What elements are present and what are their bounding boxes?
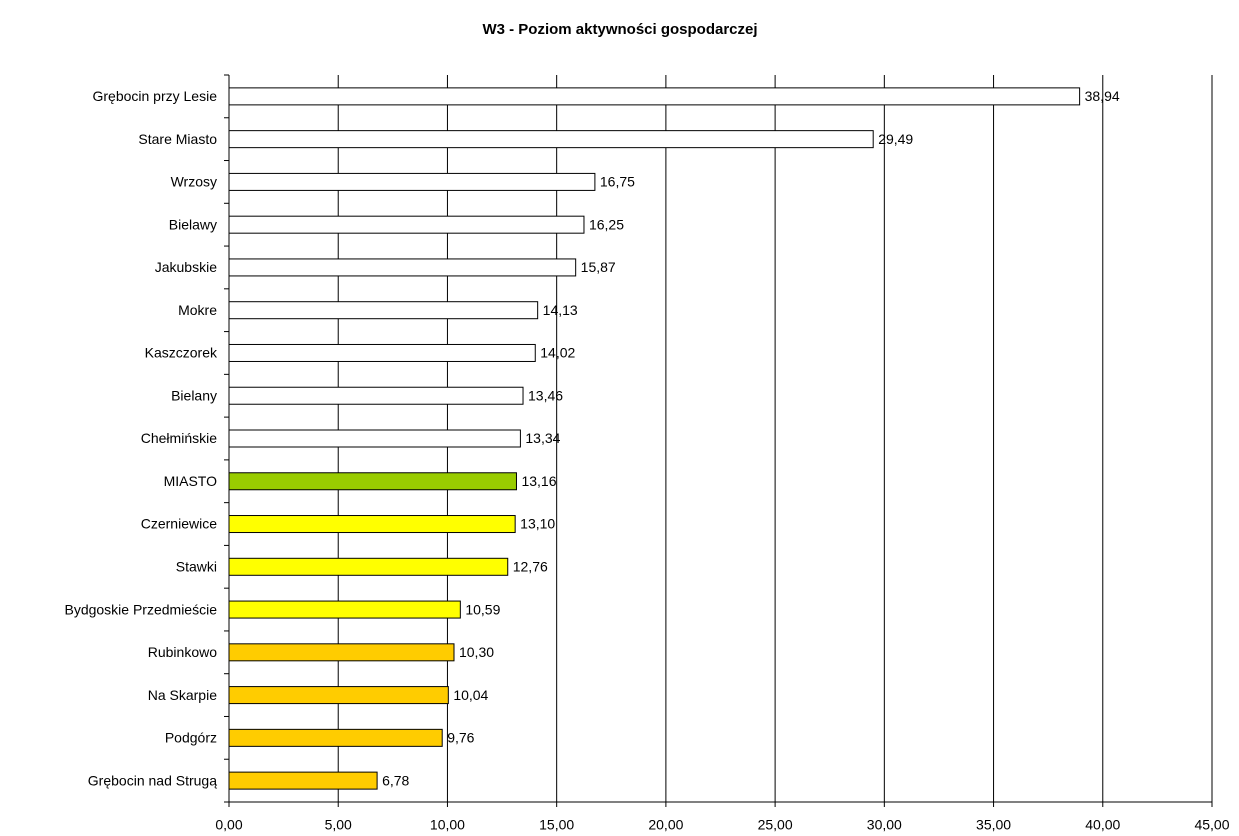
y-tick-label: Bydgoskie Przedmieście xyxy=(64,601,217,617)
data-label: 13,46 xyxy=(528,387,563,403)
bar xyxy=(228,215,585,234)
y-tick-label: Grębocin przy Lesie xyxy=(92,88,217,104)
data-label: 13,16 xyxy=(521,473,556,489)
y-tick-label: Rubinkowo xyxy=(148,644,217,660)
bar xyxy=(228,172,596,191)
data-label: 13,34 xyxy=(525,430,560,446)
data-label: 10,59 xyxy=(465,601,500,617)
bar xyxy=(228,87,1081,106)
y-tick-label: Stare Miasto xyxy=(138,131,217,147)
data-label: 12,76 xyxy=(513,558,548,574)
bar xyxy=(228,728,443,747)
data-label: 10,04 xyxy=(453,687,488,703)
x-tick-label: 30,00 xyxy=(867,817,902,833)
x-tick-label: 35,00 xyxy=(976,817,1011,833)
y-tick-label: Kaszczorek xyxy=(145,345,218,361)
chart-title: W3 - Poziom aktywności gospodarczej xyxy=(482,21,757,38)
data-label: 29,49 xyxy=(878,131,913,147)
data-label: 14,02 xyxy=(540,345,575,361)
y-tick-label: Wrzosy xyxy=(171,174,217,190)
bar xyxy=(228,386,524,405)
data-label: 9,76 xyxy=(447,730,474,746)
y-tick-label: Podgórz xyxy=(165,730,217,746)
x-tick-label: 40,00 xyxy=(1085,817,1120,833)
bar xyxy=(228,472,517,491)
y-tick-label: Mokre xyxy=(178,302,217,318)
bar xyxy=(228,600,461,619)
data-label: 15,87 xyxy=(581,259,616,275)
bar xyxy=(228,771,378,790)
y-tick-label: Bielawy xyxy=(169,216,217,232)
bar xyxy=(228,557,509,576)
y-tick-label: Grębocin nad Strugą xyxy=(88,772,217,788)
x-tick-label: 15,00 xyxy=(539,817,574,833)
bar xyxy=(228,301,539,320)
data-label: 38,94 xyxy=(1085,88,1120,104)
bar xyxy=(228,686,449,705)
bar xyxy=(228,130,874,149)
data-label: 10,30 xyxy=(459,644,494,660)
y-tick-label: Czerniewice xyxy=(141,516,217,532)
data-label: 16,25 xyxy=(589,216,624,232)
data-label: 16,75 xyxy=(600,174,635,190)
bar xyxy=(228,258,577,277)
data-label: 13,10 xyxy=(520,516,555,532)
y-tick-label: Na Skarpie xyxy=(148,687,217,703)
bar xyxy=(228,429,521,448)
x-tick-label: 25,00 xyxy=(758,817,793,833)
y-tick-label: Stawki xyxy=(176,558,217,574)
x-tick-label: 20,00 xyxy=(648,817,683,833)
bar xyxy=(228,643,455,662)
y-tick-label: Chełmińskie xyxy=(141,430,217,446)
bar xyxy=(228,515,516,534)
data-label: 14,13 xyxy=(543,302,578,318)
x-tick-label: 5,00 xyxy=(325,817,352,833)
y-tick-label: Jakubskie xyxy=(155,259,217,275)
y-tick-label: Bielany xyxy=(171,387,217,403)
y-tick-label: MIASTO xyxy=(164,473,218,489)
bar xyxy=(228,343,536,362)
x-tick-label: 10,00 xyxy=(430,817,465,833)
x-tick-label: 0,00 xyxy=(215,817,242,833)
data-label: 6,78 xyxy=(382,772,409,788)
x-tick-label: 45,00 xyxy=(1194,817,1229,833)
